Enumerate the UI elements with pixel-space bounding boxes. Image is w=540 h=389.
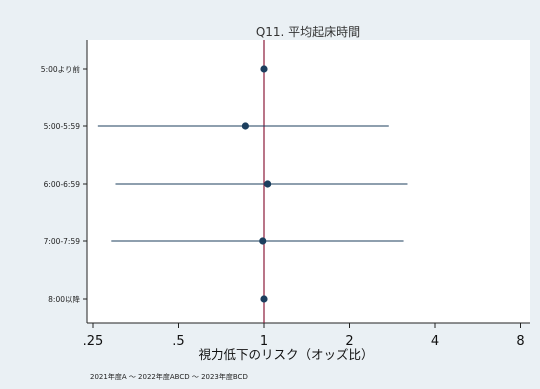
y-tick-label: 8:00以降: [48, 294, 80, 304]
estimate-point: [260, 295, 268, 303]
x-tick-label: .5: [172, 334, 184, 349]
x-tick-label: 1: [260, 334, 268, 349]
y-tick-layer: 5:00より前 5:00-5:59 6:00-6:59 7:00-7:59 8:00以降: [41, 64, 87, 304]
plot-area: [87, 40, 530, 323]
x-tick-label: .25: [83, 334, 104, 349]
chart-title: Q11. 平均起床時間: [256, 25, 360, 39]
x-tick-label: 8: [516, 334, 524, 349]
x-tick-layer: .25 .5 1 2 4 8: [83, 323, 525, 349]
estimate-point: [259, 237, 267, 245]
x-axis-label: 視力低下のリスク（オッズ比）: [198, 347, 373, 362]
estimate-point: [264, 180, 272, 188]
y-tick-label: 7:00-7:59: [44, 237, 81, 246]
y-tick-label: 6:00-6:59: [44, 180, 81, 189]
x-tick-label: 4: [431, 334, 439, 349]
estimate-point-layer: [241, 65, 272, 303]
x-tick-label: 2: [345, 334, 353, 349]
y-tick-label: 5:00-5:59: [44, 122, 81, 131]
estimate-point: [241, 122, 249, 130]
estimate-point: [260, 65, 268, 73]
y-tick-label: 5:00より前: [41, 64, 81, 74]
footnote: 2021年度A ～ 2022年度ABCD ～ 2023年度BCD: [90, 372, 248, 381]
